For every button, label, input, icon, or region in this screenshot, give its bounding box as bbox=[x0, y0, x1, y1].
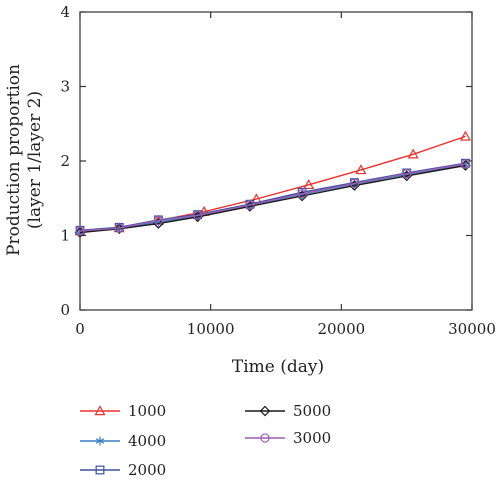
legend-item-1000: 1000 bbox=[80, 402, 166, 420]
legend-label: 3000 bbox=[293, 429, 331, 447]
legend: 1000 4000 2000 5000 3000 bbox=[80, 402, 331, 479]
legend-marker bbox=[259, 405, 271, 417]
plot-area bbox=[79, 11, 473, 311]
data-point bbox=[459, 130, 471, 141]
data-point bbox=[407, 148, 419, 159]
x-axis-title: Time (day) bbox=[232, 357, 324, 377]
series-3000 bbox=[75, 159, 471, 236]
legend-label: 1000 bbox=[128, 402, 166, 420]
asterisk-stroke bbox=[95, 438, 105, 444]
data-point bbox=[192, 210, 203, 221]
y-tick-label: 2 bbox=[60, 152, 70, 170]
legend-item-5000: 5000 bbox=[245, 402, 331, 420]
series-line bbox=[79, 163, 466, 232]
legend-item-4000: 4000 bbox=[80, 432, 166, 450]
legend-marker bbox=[260, 433, 270, 443]
series-line bbox=[79, 164, 466, 234]
data-point bbox=[303, 179, 315, 190]
series-1000 bbox=[74, 130, 471, 236]
x-tick-label: 10000 bbox=[187, 320, 235, 338]
legend-item-2000: 2000 bbox=[80, 461, 166, 479]
data-point bbox=[245, 200, 255, 210]
legend-item-3000: 3000 bbox=[245, 429, 331, 447]
legend-label: 2000 bbox=[128, 461, 166, 479]
y-tick-label: 3 bbox=[60, 78, 70, 96]
x-tick-label: 20000 bbox=[317, 320, 365, 338]
legend-marker bbox=[95, 465, 105, 475]
data-point bbox=[114, 223, 124, 233]
y-tick-label: 4 bbox=[60, 3, 70, 21]
axes: 0 10000 20000 30000 0 1 2 3 4 bbox=[60, 3, 495, 338]
legend-marker bbox=[95, 436, 105, 446]
y-axis-title-line1: Production proportion bbox=[4, 64, 24, 256]
series-layer bbox=[74, 130, 471, 238]
series-line bbox=[79, 135, 466, 232]
y-tick-label: 1 bbox=[60, 227, 70, 245]
y-axis-title-line2: (layer 1/layer 2) bbox=[25, 91, 45, 229]
data-point bbox=[75, 226, 85, 236]
data-point bbox=[355, 164, 367, 175]
data-point bbox=[297, 189, 307, 199]
series-2000 bbox=[75, 158, 470, 235]
legend-label: 5000 bbox=[293, 402, 331, 420]
y-tick-label: 0 bbox=[60, 301, 70, 319]
data-point bbox=[402, 169, 412, 179]
legend-marker bbox=[94, 405, 106, 416]
x-tick-label: 0 bbox=[75, 320, 85, 338]
data-point bbox=[460, 159, 471, 169]
data-point bbox=[153, 218, 164, 229]
series-line bbox=[79, 162, 466, 231]
legend-label: 4000 bbox=[128, 432, 166, 450]
data-point bbox=[153, 215, 164, 226]
data-point bbox=[349, 178, 360, 189]
plot-frame bbox=[79, 11, 473, 311]
x-tick-label: 30000 bbox=[448, 320, 496, 338]
